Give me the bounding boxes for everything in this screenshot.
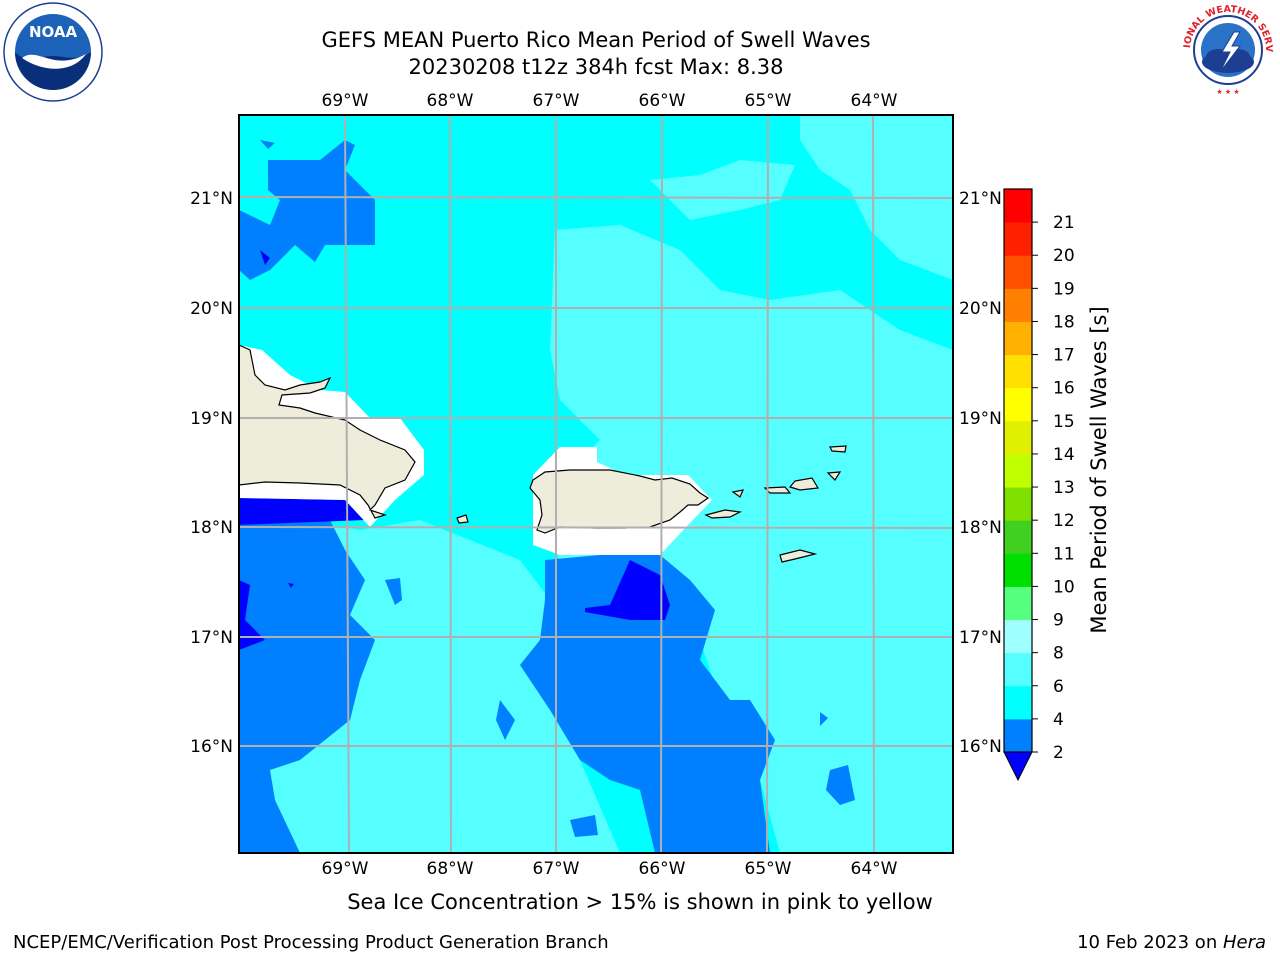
lon-label: 68°W — [427, 859, 474, 879]
colorbar-segment — [1004, 222, 1032, 256]
mona-island-land — [456, 514, 469, 524]
colorbar: 2 4 6 8 9 10 11 12 13 14 15 16 17 18 19 20 21 — [1003, 188, 1075, 782]
vieques-land — [704, 509, 743, 519]
colorbar-segment — [1004, 288, 1032, 322]
lat-label: 19°N — [959, 409, 1002, 429]
svg-text:NOAA: NOAA — [29, 23, 78, 41]
lon-label: 64°W — [851, 91, 898, 111]
colorbar-segment — [1004, 354, 1032, 389]
colorbar-tick-label: 18 — [1053, 312, 1075, 332]
lon-label: 66°W — [639, 91, 686, 111]
map-title-line2: 20230208 t12z 384h fcst Max: 8.38 — [408, 55, 784, 79]
colorbar-segment — [1004, 718, 1032, 753]
hispaniola-land — [239, 344, 416, 519]
colorbar-segment — [1004, 387, 1032, 422]
colorbar-segment — [1004, 520, 1032, 554]
noaa-logo: NOAA — [3, 2, 103, 102]
colorbar-label: Mean Period of Swell Waves [s] — [1087, 306, 1111, 633]
lat-label: 17°N — [959, 628, 1002, 648]
colorbar-tick-label: 12 — [1053, 511, 1075, 531]
lon-label: 67°W — [533, 859, 580, 879]
lon-label: 64°W — [851, 859, 898, 879]
lat-label: 21°N — [190, 189, 233, 209]
lon-label: 68°W — [427, 91, 474, 111]
colorbar-tick-label: 16 — [1053, 379, 1075, 399]
colorbar-tick-label: 8 — [1053, 644, 1064, 664]
footer-host: Hera — [1222, 932, 1266, 953]
colorbar-tick-label: 14 — [1053, 445, 1075, 465]
lat-labels-left: 21°N 20°N 19°N 18°N 17°N 16°N — [190, 189, 233, 757]
colorbar-tick-label: 11 — [1053, 544, 1075, 564]
sea-ice-caption: Sea Ice Concentration > 15% is shown in … — [347, 890, 933, 914]
colorbar-segment — [1004, 685, 1032, 720]
map-gridlines — [239, 115, 953, 853]
lon-label: 65°W — [745, 91, 792, 111]
colorbar-segment — [1004, 553, 1032, 587]
lon-label: 69°W — [322, 91, 369, 111]
lon-label: 67°W — [533, 91, 580, 111]
lon-label: 65°W — [745, 859, 792, 879]
colorbar-tick-label: 2 — [1053, 743, 1064, 763]
nws-logo: NATIONAL WEATHER SERVICE ★ ★ ★ — [1178, 2, 1275, 97]
colorbar-tick-label: 15 — [1053, 412, 1075, 432]
swell-period-map — [239, 115, 953, 853]
colorbar-frame — [1003, 188, 1033, 753]
colorbar-segment — [1004, 189, 1032, 223]
lat-label: 17°N — [190, 628, 233, 648]
colorbar-tick-label: 13 — [1053, 478, 1075, 498]
colorbar-tick-label: 9 — [1053, 611, 1064, 631]
lon-labels-bottom: 69°W 68°W 67°W 66°W 65°W 64°W — [322, 859, 898, 879]
colorbar-segment — [1004, 619, 1032, 654]
lat-label: 19°N — [190, 409, 233, 429]
colorbar-tick-label: 4 — [1053, 710, 1064, 730]
colorbar-segment — [1004, 420, 1032, 455]
lon-labels-top: 69°W 68°W 67°W 66°W 65°W 64°W — [322, 91, 898, 111]
footer-credit: NCEP/EMC/Verification Post Processing Pr… — [13, 932, 609, 953]
lat-label: 18°N — [959, 518, 1002, 538]
lat-labels-right: 21°N 20°N 19°N 18°N 17°N 16°N — [959, 189, 1002, 757]
footer-date: 10 Feb 2023 on Hera — [1077, 932, 1266, 953]
svg-text:★ ★ ★: ★ ★ ★ — [1216, 88, 1239, 96]
map-frame — [238, 114, 954, 854]
lat-label: 20°N — [190, 299, 233, 319]
colorbar-segment — [1004, 487, 1032, 521]
colorbar-segment — [1004, 586, 1032, 621]
colorbar-segment — [1004, 652, 1032, 687]
colorbar-segment — [1004, 453, 1032, 488]
colorbar-tick-label: 17 — [1053, 346, 1075, 366]
colorbar-tick-label: 20 — [1053, 246, 1075, 266]
colorbar-segment — [1004, 255, 1032, 289]
colorbar-tick-label: 19 — [1053, 279, 1075, 299]
colorbar-tick-label: 21 — [1053, 213, 1075, 233]
lat-label: 16°N — [190, 737, 233, 757]
colorbar-tick-label: 10 — [1053, 577, 1075, 597]
swell-2-4s-regions — [239, 250, 670, 650]
landmasses — [239, 344, 847, 563]
lat-label: 18°N — [190, 518, 233, 538]
footer-date-text: 10 Feb 2023 on — [1077, 932, 1223, 953]
colorbar-under-triangle — [1003, 751, 1033, 782]
lat-label: 16°N — [959, 737, 1002, 757]
colorbar-segment — [1004, 321, 1032, 356]
lat-label: 20°N — [959, 299, 1002, 319]
swell-4-6s-regions — [239, 140, 855, 853]
lon-label: 69°W — [322, 859, 369, 879]
lat-label: 21°N — [959, 189, 1002, 209]
colorbar-tick-label: 6 — [1053, 677, 1064, 697]
st-croix-land — [779, 549, 818, 563]
lon-label: 66°W — [639, 859, 686, 879]
map-title-line1: GEFS MEAN Puerto Rico Mean Period of Swe… — [321, 28, 871, 52]
